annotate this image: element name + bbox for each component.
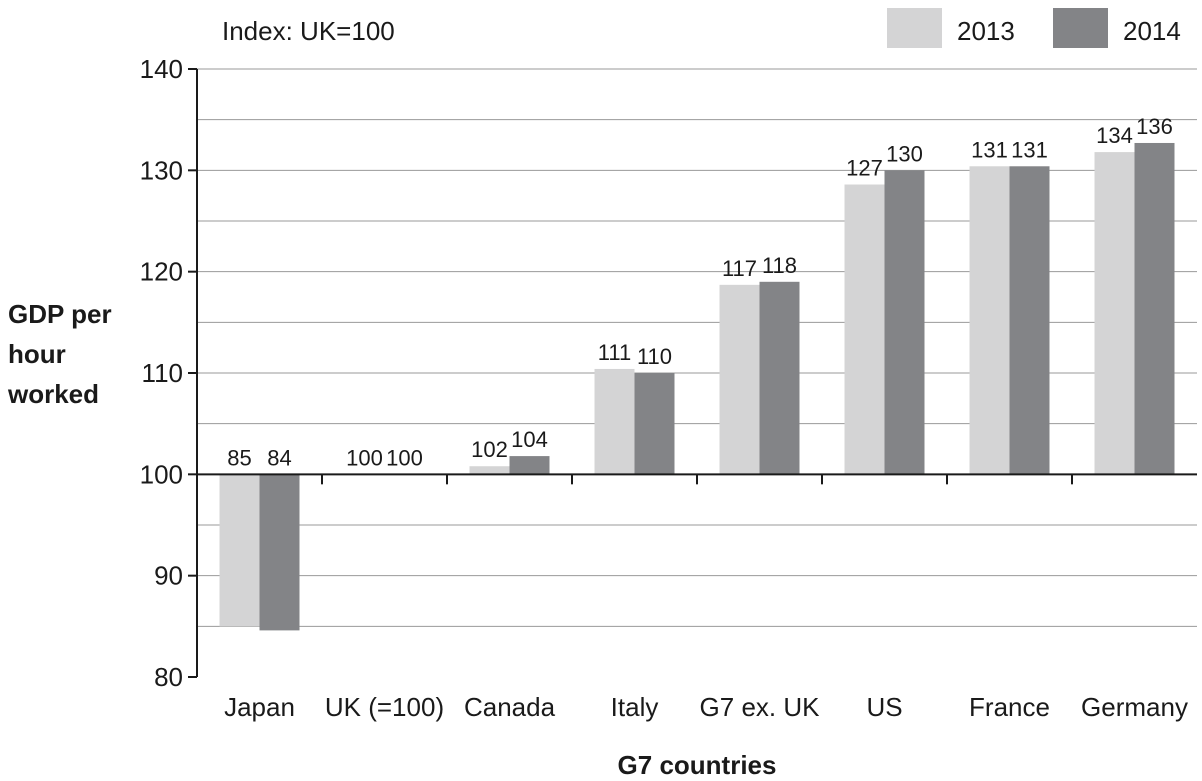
chart-subtitle: Index: UK=100 [222,16,395,46]
data-label-2013: 102 [471,437,508,462]
y-axis-title: GDP per hour worked [7,299,119,409]
x-tick-label: UK (=100) [325,692,444,722]
axes: 80 90 100 110 120 130 140 Japan UK (=100) Canada I… [140,54,1197,722]
x-tick-label: US [866,692,902,722]
data-label-2014: 104 [511,427,548,452]
x-tick-label: Germany [1081,692,1188,722]
y-tick-label: 90 [154,561,183,591]
x-tick-label: G7 ex. UK [700,692,821,722]
y-axis-title-line-3: worked [7,379,99,409]
bar-2013 [469,466,510,475]
data-label-2014: 130 [886,141,923,166]
x-tick-label: Japan [224,692,295,722]
bar-2013 [219,474,260,627]
bar-2014 [759,281,800,475]
gridlines [197,68,1197,627]
bar-2013 [594,368,635,475]
bar-2013 [719,284,760,475]
bar-2013 [844,184,885,475]
x-axis-title: G7 countries [618,750,777,780]
bar-2014 [634,373,675,475]
y-tick-label: 120 [140,257,183,287]
legend-label-2013: 2013 [957,16,1015,46]
data-label-2014: 131 [1011,137,1048,162]
legend: 2013 2014 [887,8,1181,48]
bar-2013 [1094,152,1135,475]
data-label-2014: 100 [386,445,423,470]
data-label-2013: 134 [1096,123,1133,148]
y-tick-label: 140 [140,54,183,84]
data-label-2014: 118 [762,253,797,278]
legend-swatch-2014 [1053,8,1108,48]
data-label-2013: 111 [598,340,631,365]
x-tick-label: France [969,692,1050,722]
data-label-2013: 127 [846,156,883,181]
data-label-2014: 110 [637,344,672,369]
bar-2014 [1134,142,1175,475]
x-tick-label: Canada [464,692,556,722]
y-tick-label: 100 [140,459,183,489]
bar-2014 [884,170,925,475]
bar-2013 [969,166,1010,475]
data-label-2013: 100 [346,445,383,470]
legend-label-2014: 2014 [1123,16,1181,46]
y-axis-title-line-1: GDP per [8,299,112,329]
bar-2014 [509,456,550,475]
data-label-2014: 136 [1136,114,1173,139]
y-tick-label: 130 [140,155,183,185]
bars [219,142,1175,631]
y-tick-label: 110 [142,358,183,388]
data-label-2014: 84 [267,445,291,470]
y-tick-label: 80 [154,662,183,692]
x-tick-label: Italy [611,692,659,722]
y-axis-title-line-2: hour [8,339,66,369]
bar-2014 [259,474,300,631]
data-label-2013: 117 [722,256,757,281]
bar-2014 [1009,166,1050,475]
legend-swatch-2013 [887,8,942,48]
data-label-2013: 131 [971,137,1008,162]
data-label-2013: 85 [227,445,251,470]
